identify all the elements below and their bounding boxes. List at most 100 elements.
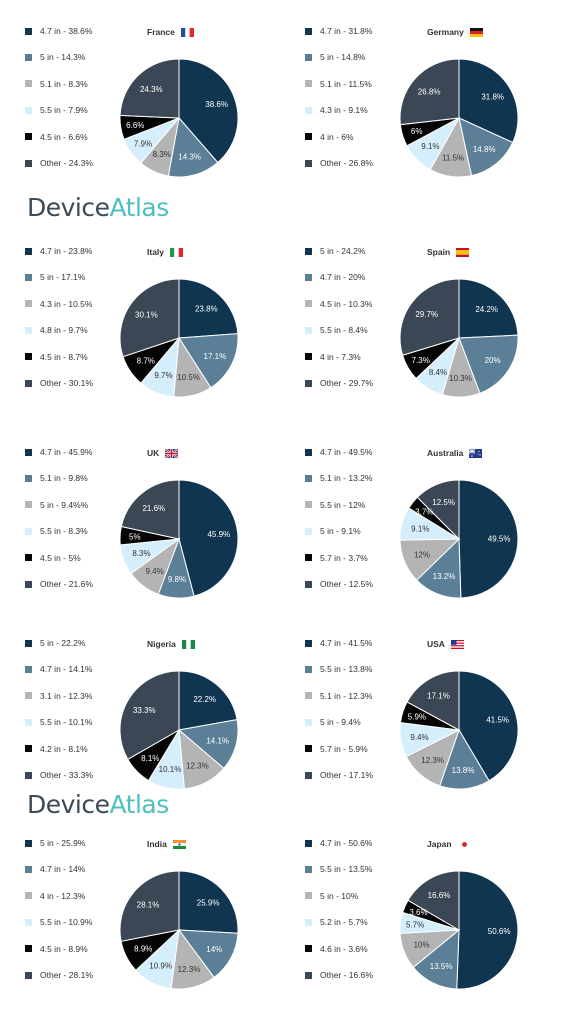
legend-swatch bbox=[25, 247, 32, 255]
deviceatlas-logo: DeviceAtlas bbox=[27, 193, 169, 222]
pie-slice bbox=[458, 334, 519, 394]
legend-label: 5.1 in - 9.8% bbox=[40, 473, 88, 484]
pie-slice bbox=[178, 278, 239, 339]
legend-label: Other - 30.1% bbox=[40, 378, 93, 388]
slice-value-label: 11.5% bbox=[442, 154, 464, 163]
legend-label: Other - 12.5% bbox=[320, 579, 373, 589]
pie-chart: 25.9% 14% 12.3% 10.9% 8.9% 28.1% bbox=[119, 870, 239, 990]
legend-swatch bbox=[25, 918, 32, 926]
legend-label: 5.7 in - 5.9% bbox=[320, 743, 368, 754]
legend-item: 4.5 in - 10.3% bbox=[305, 298, 372, 310]
legend-swatch bbox=[305, 501, 312, 509]
legend-swatch bbox=[25, 27, 32, 35]
country-name: Italy bbox=[147, 247, 165, 257]
legend-item: 5.5 in - 10.1% bbox=[25, 716, 92, 728]
legend-swatch bbox=[25, 448, 32, 456]
legend-item: Other - 29.7% bbox=[305, 377, 373, 389]
legend-item: 5.2 in - 5.7% bbox=[305, 916, 368, 928]
legend-label: 5 in - 17.1% bbox=[40, 272, 86, 283]
slice-value-label: 8.9% bbox=[134, 944, 152, 953]
slice-value-label: 23.8% bbox=[195, 305, 218, 314]
legend-swatch bbox=[25, 106, 32, 114]
chart-panel-australia: 4.7 in - 49.5% 5.1 in - 13.2% 5.5 in - 12%… bbox=[280, 447, 572, 617]
pie-slice bbox=[399, 278, 460, 356]
slice-value-label: 14.3% bbox=[178, 153, 201, 162]
legend-item: 4.6 in - 3.6% bbox=[305, 943, 368, 955]
pie-slice bbox=[120, 479, 180, 540]
pie-chart: 41.5% 13.8% 12.3% 9.4% 5.9% 17.1% bbox=[399, 670, 519, 790]
pie-slice bbox=[119, 870, 180, 942]
legend-label: 5.5 in - 8.4% bbox=[320, 325, 368, 336]
legend-swatch bbox=[305, 892, 312, 900]
legend-label: 4.7 in - 38.6% bbox=[40, 26, 93, 36]
chart-panel-nigeria: 5 in - 22.2% 4.7 in - 14.1% 3.1 in - 12.3%… bbox=[0, 638, 292, 808]
country-name: Spain bbox=[427, 247, 451, 257]
legend-label: 5.1 in - 11.5% bbox=[320, 78, 372, 89]
legend-item: 5 in - 14.8% bbox=[305, 51, 365, 63]
pie-slice bbox=[178, 479, 239, 597]
legend-label: 4.7 in - 49.5% bbox=[320, 447, 373, 457]
pie-chart: 38.6% 14.3% 8.3%7.9% 6.6% 24.3% bbox=[119, 58, 239, 178]
legend-label: 4.7 in - 41.5% bbox=[320, 638, 373, 648]
country-name: Nigeria bbox=[147, 639, 176, 649]
legend-label: 5.5 in - 12% bbox=[320, 499, 366, 510]
slice-value-label: 30.1% bbox=[135, 311, 158, 320]
legend-swatch bbox=[305, 639, 312, 647]
slice-value-label: 24.3% bbox=[140, 85, 163, 94]
legend-swatch bbox=[305, 106, 312, 114]
spain-flag-icon bbox=[456, 247, 470, 257]
pie-chart: 45.9% 9.8% 9.4% 8.3% 5% 21.6% bbox=[119, 479, 239, 599]
legend-label: 5.5 in - 10.1% bbox=[40, 717, 93, 728]
legend-item: Other - 33.3% bbox=[25, 769, 93, 781]
legend-label: 5 in - 10% bbox=[320, 890, 359, 901]
pie-slice bbox=[178, 58, 239, 164]
slice-value-label: 41.5% bbox=[486, 715, 509, 724]
slice-value-label: 26.8% bbox=[418, 87, 441, 96]
legend-swatch bbox=[305, 554, 312, 562]
legend-swatch bbox=[305, 27, 312, 35]
legend-item: 4.5 in - 8.7% bbox=[25, 351, 88, 363]
legend-item: 4.5 in - 8.9% bbox=[25, 943, 88, 955]
pie-slice bbox=[416, 479, 460, 541]
legend-label: 4.3 in - 10.5% bbox=[40, 298, 93, 309]
legend-swatch bbox=[25, 133, 32, 141]
slice-value-label: 12.3% bbox=[421, 756, 444, 765]
legend-item: 5 in - 10% bbox=[305, 890, 358, 902]
slice-value-label: 7.9% bbox=[134, 140, 152, 149]
chart-title: USA bbox=[427, 639, 464, 649]
legend-item: 5.1 in - 11.5% bbox=[305, 78, 372, 90]
legend-label: 5 in - 14.3% bbox=[40, 52, 86, 63]
legend-label: 4.2 in - 8.1% bbox=[40, 743, 88, 754]
chart-panel-india: 5 in - 25.9% 4.7 in - 14% 4 in - 12.3% 5.5 … bbox=[0, 838, 292, 1008]
legend-label: 5 in - 24.2% bbox=[320, 246, 366, 256]
pie-slice bbox=[458, 278, 519, 339]
pie-slice bbox=[407, 870, 460, 931]
slice-value-label: 29.7% bbox=[415, 310, 438, 319]
slice-value-label: 3.7% bbox=[415, 508, 433, 517]
legend-item: 4.7 in - 49.5% bbox=[305, 446, 372, 458]
italy-flag-icon bbox=[170, 247, 184, 257]
country-name: USA bbox=[427, 639, 445, 649]
legend-label: 5.1 in - 8.3% bbox=[40, 78, 88, 89]
slice-value-label: 49.5% bbox=[488, 534, 511, 543]
chart-title: Italy bbox=[147, 247, 184, 257]
slice-value-label: 10.9% bbox=[149, 962, 172, 971]
chart-panel-germany: 4.7 in - 31.8% 5 in - 14.8% 5.1 in - 11.5%… bbox=[280, 26, 572, 196]
legend-swatch bbox=[25, 945, 32, 953]
legend-label: 4 in - 7.3% bbox=[320, 351, 361, 362]
legend-swatch bbox=[25, 665, 32, 673]
legend-item: 4.7 in - 20% bbox=[305, 271, 365, 283]
legend-item: 5.5 in - 8.3% bbox=[25, 525, 88, 537]
legend-item: 5.5 in - 13.5% bbox=[305, 863, 372, 875]
legend-item: 5.1 in - 12.3% bbox=[305, 690, 372, 702]
slice-value-label: 9.1% bbox=[421, 142, 439, 151]
slice-value-label: 10.3% bbox=[449, 374, 472, 383]
legend-swatch bbox=[305, 527, 312, 535]
legend-item: 4.3 in - 10.5% bbox=[25, 298, 92, 310]
slice-value-label: 10% bbox=[414, 941, 430, 950]
slice-value-label: 8.3% bbox=[132, 549, 150, 558]
pie-slice bbox=[458, 117, 514, 177]
legend-item: 5 in - 14.3% bbox=[25, 51, 85, 63]
legend-swatch bbox=[305, 718, 312, 726]
legend-item: Other - 16.6% bbox=[305, 969, 373, 981]
